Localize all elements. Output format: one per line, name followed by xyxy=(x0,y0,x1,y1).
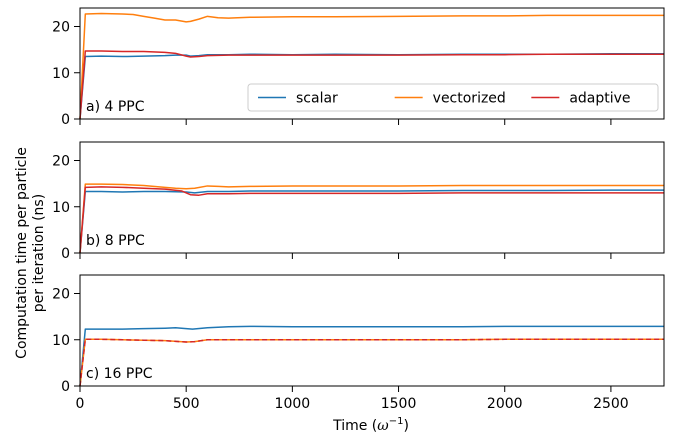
panel-a-frame xyxy=(79,7,665,120)
panel-a-series-line-vectorized xyxy=(79,12,664,120)
panel-b-series-line-scalar xyxy=(79,189,664,254)
panel-b-frame xyxy=(79,141,665,254)
x-axis-label-exponent: −1 xyxy=(389,416,404,427)
panel-a-legend-entry-adaptive: adaptive xyxy=(569,91,630,107)
panel-c-series-line-vectorized xyxy=(79,338,664,387)
panel-b-ytick-label: 20 xyxy=(52,154,70,170)
panel-c-frame xyxy=(79,274,665,387)
y-axis-label-line2: per iteration (ns) xyxy=(31,194,47,312)
panel-a-legend-box xyxy=(247,83,659,112)
panel-c-xtick-label: 1500 xyxy=(381,396,417,412)
panel-c-ytick-label: 10 xyxy=(52,333,70,349)
panel-c-label: c) 16 PPC xyxy=(86,366,153,382)
panel-b-series-line-adaptive xyxy=(79,186,664,254)
panel-a-ytick-label: 0 xyxy=(61,112,70,128)
panel-b-ytick-label: 0 xyxy=(61,246,70,262)
panel-c-ytick-label: 20 xyxy=(52,287,70,303)
x-axis-label: Time (ω−1) xyxy=(332,416,409,434)
panel-a-series-line-adaptive xyxy=(79,50,664,120)
panel-a-label: a) 4 PPC xyxy=(86,99,145,115)
y-axis-label-line1: Computation time per particle xyxy=(14,147,30,359)
panel-c-series-line-scalar xyxy=(79,325,664,387)
panel-c-xtick-label: 500 xyxy=(173,396,200,412)
panel-b-ytick-label: 10 xyxy=(52,200,70,216)
panel-c-xtick-label: 1000 xyxy=(275,396,311,412)
panel-c-xtick-label: 2000 xyxy=(487,396,523,412)
panel-c-series-line-adaptive xyxy=(79,338,664,387)
x-axis-label-omega: ω xyxy=(377,418,389,434)
panel-c-xtick-label: 0 xyxy=(76,396,85,412)
panel-c-xtick-label: 2500 xyxy=(593,396,629,412)
x-axis-label-main: Time ( xyxy=(332,418,377,434)
panel-a-ytick-label: 10 xyxy=(52,66,70,82)
panel-a-ytick-label: 20 xyxy=(52,20,70,36)
x-axis-label-close: ) xyxy=(403,418,408,434)
panel-c-ytick-label: 0 xyxy=(61,379,70,395)
panel-a-legend-entry-scalar: scalar xyxy=(296,91,338,107)
panel-b-label: b) 8 PPC xyxy=(86,233,145,249)
panel-a-legend-entry-vectorized: vectorized xyxy=(433,91,506,107)
panel-b-series-line-vectorized xyxy=(79,183,664,254)
